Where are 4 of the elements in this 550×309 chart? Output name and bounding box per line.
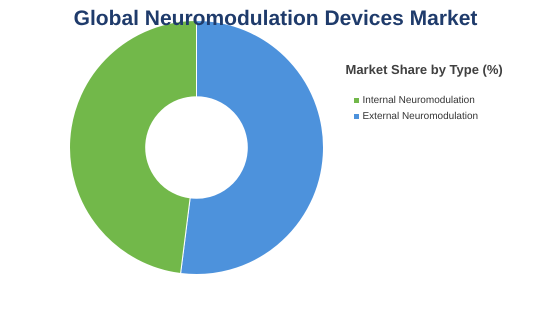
legend-title: Market Share by Type (%) <box>346 62 503 77</box>
legend-label: External Neuromodulation <box>362 111 478 122</box>
chart-title: Global Neuromodulation Devices Market <box>74 7 478 30</box>
legend-label: Internal Neuromodulation <box>362 95 475 106</box>
